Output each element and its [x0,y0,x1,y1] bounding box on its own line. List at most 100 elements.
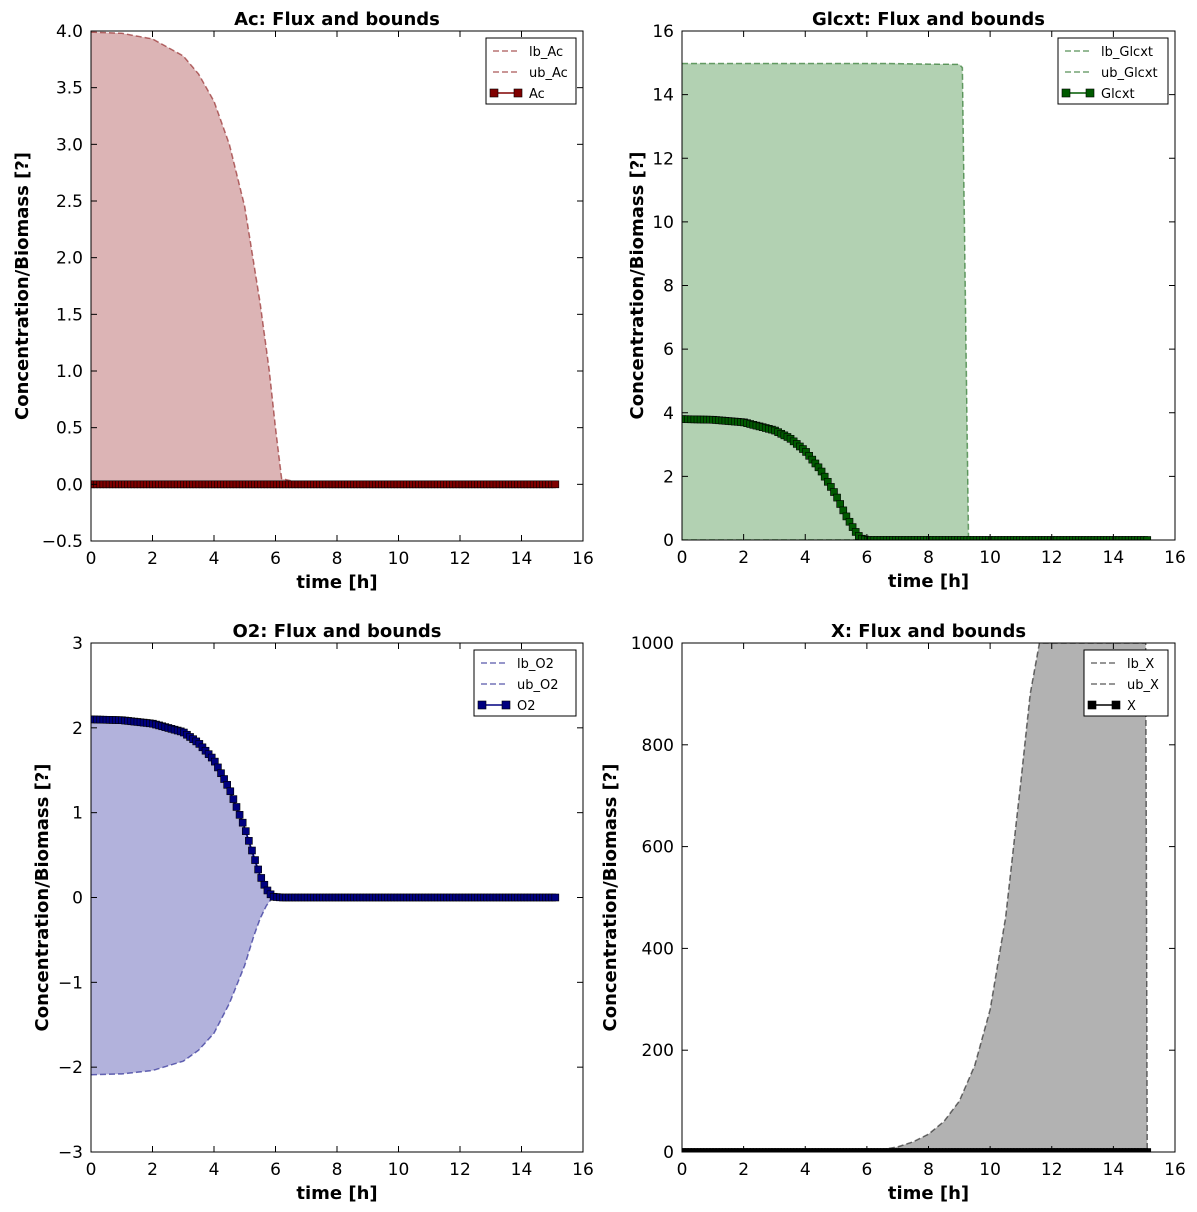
legend: lb_X ub_X X [1083,649,1169,717]
y-tick-label: 2.0 [56,249,83,269]
x-tick-label: 2 [738,548,749,568]
data-point [226,787,235,796]
y-tick-label: 800 [642,736,674,756]
legend: lb_O2 ub_O2 O2 [473,649,577,717]
x-tick-label: 2 [147,1160,158,1180]
legend-label-O2: O2 [517,699,536,714]
legend-marker [489,88,499,98]
x-tick-label: 14 [1103,1160,1125,1180]
bounds-fill [91,720,556,1075]
legend-label-Ac: Ac [529,87,545,102]
y-tick-label: 2 [72,719,83,739]
data-point [241,827,250,835]
legend-marker [501,700,511,710]
bounds-fill [91,32,556,485]
x-tick-label: 12 [449,549,471,569]
x-tick-label: 4 [209,549,220,569]
x-tick-label: 16 [1164,548,1186,568]
x-tick-label: 10 [979,548,1001,568]
y-tick-label: 6 [663,340,674,360]
y-axis-label: Concentration/Biomass [?] [627,152,648,420]
x-tick-label: 4 [800,548,811,568]
y-tick-label: 0 [663,531,674,551]
y-tick-label: 12 [652,149,674,169]
y-tick-label: 3.5 [56,79,83,99]
data-point [248,846,256,855]
x-tick-label: 16 [572,1160,594,1180]
y-tick-label: 4 [663,404,674,424]
plot-area [682,62,1152,540]
data-point [551,480,560,489]
chart-title: X: Flux and bounds [831,621,1026,642]
x-axis-label: time [h] [888,571,969,592]
y-tick-label: 0.0 [56,475,83,495]
x-tick-label: 16 [572,549,594,569]
chart-title: Glcxt: Flux and bounds [812,9,1045,30]
bounds-fill [682,643,1148,1152]
series-ub_Ac-line [91,31,556,486]
legend-marker [513,88,523,98]
x-tick-label: 10 [388,1160,410,1180]
legend-marker [1111,700,1121,710]
y-tick-label: 3.0 [56,135,83,155]
data-point [1143,536,1152,540]
legend-box [1057,37,1169,105]
x-tick-label: 8 [923,548,934,568]
x-tick-label: 0 [677,548,688,568]
legend-label-ub_O2: ub_O2 [517,678,559,693]
x-axis-label: time [h] [888,1183,969,1204]
bounds-fill [682,63,1148,540]
y-tick-label: 1.5 [56,305,83,325]
y-tick-label: 1.0 [56,362,83,382]
x-tick-label: 12 [449,1160,471,1180]
legend-marker [1061,88,1071,98]
x-tick-label: 10 [388,549,410,569]
y-tick-label: −3 [58,1143,83,1163]
legend-label-Glcxt: Glcxt [1101,87,1135,102]
y-tick-label: 1000 [631,634,674,654]
y-tick-label: 16 [652,22,674,42]
y-tick-label: −1 [58,973,83,993]
y-tick-label: −2 [58,1058,83,1078]
data-point [833,493,841,502]
panel-x: 0 2 4 6 8 10 12 14 16 0 200 400 600 800 1000 X: Flux an… [600,621,1186,1204]
data-point [245,837,253,845]
data-point [238,818,247,827]
x-axis-label: time [h] [296,1183,377,1204]
y-tick-label: 2 [663,467,674,487]
panel-glcxt: 0 2 4 6 8 10 12 14 16 0 2 4 6 8 10 12 14 16 Glcxt: Flux an… [627,9,1186,592]
series-Ac-markers [91,480,560,489]
legend-label-lb_Glcxt: lb_Glcxt [1101,45,1153,60]
data-point [235,811,244,819]
legend: lb_Ac ub_Ac Ac [485,37,577,105]
y-tick-label: 0 [72,889,83,909]
data-point [1143,1148,1152,1152]
x-tick-label: 8 [332,549,343,569]
x-tick-label: 4 [209,1160,220,1180]
y-tick-label: 8 [663,277,674,297]
y-axis-label: Concentration/Biomass [?] [12,152,33,420]
x-tick-label: 14 [511,549,533,569]
legend-label-lb_O2: lb_O2 [517,657,554,672]
data-point [254,865,262,874]
x-tick-label: 10 [979,1160,1001,1180]
legend-label-lb_Ac: lb_Ac [529,45,563,60]
legend-marker [1087,700,1097,710]
x-tick-label: 6 [270,549,281,569]
x-tick-label: 6 [270,1160,281,1180]
legend-marker [1085,88,1095,98]
y-tick-label: 2.5 [56,192,83,212]
series-X-markers [682,1148,1152,1152]
data-point [232,803,241,811]
y-tick-label: 0.5 [56,419,83,439]
x-tick-label: 12 [1041,548,1063,568]
y-tick-label: −0.5 [42,532,83,552]
x-tick-label: 8 [923,1160,934,1180]
plot-area [91,715,560,1076]
x-tick-label: 8 [332,1160,343,1180]
legend-label-ub_Glcxt: ub_Glcxt [1101,66,1158,81]
x-axis-label: time [h] [296,572,377,593]
legend-label-ub_X: ub_X [1127,678,1159,693]
